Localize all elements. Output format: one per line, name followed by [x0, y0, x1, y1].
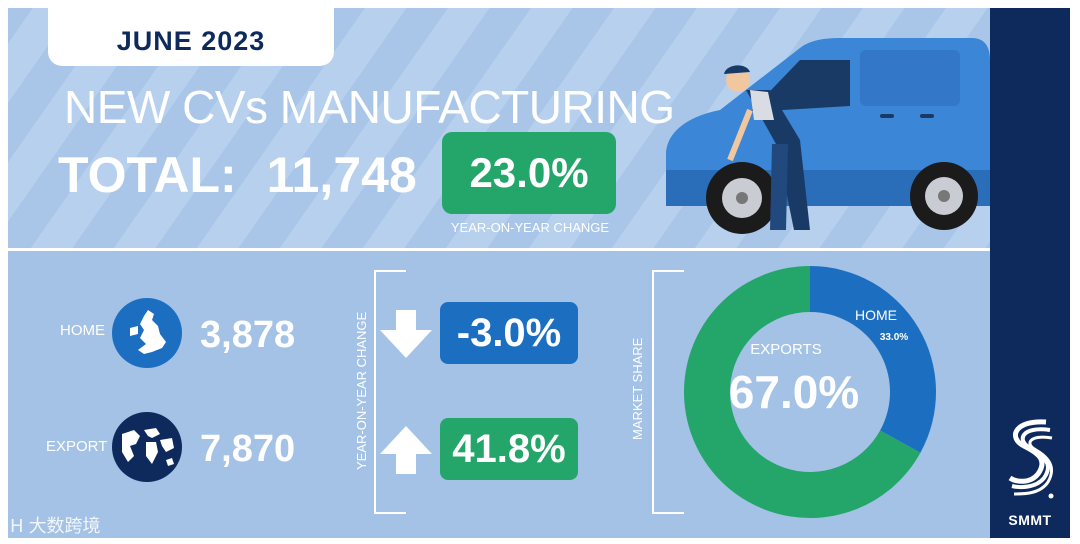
watermark: ᕼ 大数跨境	[10, 512, 101, 538]
export-yoy-badge: 41.8%	[440, 418, 578, 480]
total-value: 11,748	[266, 147, 417, 203]
home-yoy-badge: -3.0%	[440, 302, 578, 364]
export-units: 7,870	[200, 428, 296, 470]
van-mechanic-illustration	[666, 38, 990, 234]
donut-home-label: HOME	[855, 307, 897, 323]
total-yoy-caption: YEAR-ON-YEAR CHANGE	[450, 220, 610, 235]
arrow-up-icon	[380, 426, 432, 474]
total-units: TOTAL: 11,748	[58, 146, 417, 204]
market-share-bracket	[652, 270, 684, 514]
uk-map-icon	[112, 298, 182, 368]
report-date: JUNE 2023	[116, 26, 266, 56]
home-label: HOME	[60, 322, 105, 339]
donut-home-value: 33.0%	[880, 332, 908, 343]
donut-exports-label: EXPORTS	[750, 341, 821, 358]
yoy-bracket	[374, 270, 406, 514]
world-globe-icon	[112, 412, 182, 482]
donut-slice-home	[810, 266, 936, 453]
total-yoy-badge: 23.0%	[442, 132, 616, 214]
export-label: EXPORT	[46, 438, 108, 455]
brand-name: SMMT	[1008, 512, 1052, 528]
watermark-logo-icon: ᕼ	[10, 516, 24, 536]
section-divider	[8, 248, 990, 251]
home-units: 3,878	[200, 314, 296, 356]
watermark-text: 大数跨境	[28, 516, 101, 536]
total-label: TOTAL:	[58, 147, 237, 203]
market-share-donut: EXPORTS 67.0% HOME 33.0%	[684, 266, 936, 518]
donut-slice-exports	[684, 266, 921, 518]
page-title: NEW CVs MANUFACTURING	[64, 81, 675, 133]
date-tab: JUNE 2023	[48, 8, 334, 66]
brand-sidebar: SMMT	[990, 8, 1070, 538]
yoy-vertical-label: YEAR-ON-YEAR CHANGE	[354, 311, 369, 470]
market-share-label: MARKET SHARE	[630, 337, 645, 440]
arrow-down-icon	[380, 310, 432, 358]
donut-exports-value: 67.0%	[729, 366, 859, 418]
smmt-logo-icon	[1008, 419, 1054, 499]
